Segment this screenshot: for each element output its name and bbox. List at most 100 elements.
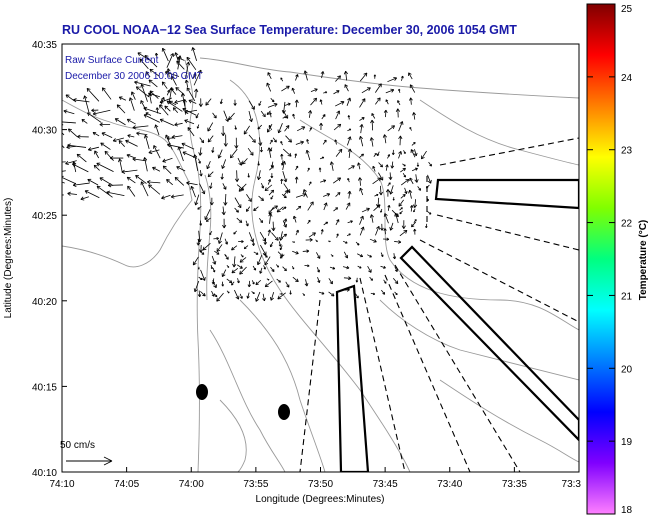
coastline-lower-bay xyxy=(184,59,202,472)
current-vector xyxy=(207,122,214,132)
current-vector xyxy=(84,190,100,199)
current-vector xyxy=(408,72,413,80)
current-vector xyxy=(303,70,308,81)
current-vector xyxy=(136,131,148,136)
current-vector xyxy=(294,153,298,159)
current-vector xyxy=(134,80,151,87)
current-vector xyxy=(186,87,196,102)
current-vector xyxy=(199,169,203,177)
current-vector xyxy=(428,161,432,167)
current-vector xyxy=(359,117,365,121)
current-vector xyxy=(355,293,359,299)
current-vector xyxy=(177,146,184,162)
current-vector xyxy=(174,99,185,104)
current-vector xyxy=(270,205,278,212)
current-vector xyxy=(198,158,201,164)
current-vector xyxy=(245,206,251,212)
current-vector xyxy=(425,223,428,229)
current-vector xyxy=(399,210,403,215)
x-axis-label: Longitude (Degrees:Minutes) xyxy=(256,494,385,505)
current-vector xyxy=(316,267,321,273)
current-vector xyxy=(239,266,247,275)
current-vector xyxy=(221,159,227,169)
current-vector xyxy=(86,88,100,102)
current-vector xyxy=(258,217,264,223)
current-vector xyxy=(260,110,266,118)
current-vector xyxy=(380,265,386,269)
current-vector xyxy=(330,254,334,257)
current-vector xyxy=(323,91,328,94)
current-vector xyxy=(154,52,159,59)
current-vector xyxy=(302,292,305,296)
current-vector xyxy=(315,239,318,243)
current-vector xyxy=(332,177,342,184)
current-vector xyxy=(281,193,287,199)
current-vector xyxy=(280,160,284,166)
current-vector xyxy=(359,124,364,134)
current-vector xyxy=(295,74,299,81)
current-vector xyxy=(370,119,375,131)
current-vector xyxy=(132,125,149,130)
current-vector xyxy=(137,52,151,61)
current-vector xyxy=(277,123,283,134)
current-vector xyxy=(323,202,328,211)
current-vector xyxy=(335,192,341,197)
current-vector xyxy=(385,189,390,197)
x-tick-label: 73:40 xyxy=(437,479,462,490)
current-vector xyxy=(92,131,100,137)
current-vector xyxy=(414,174,419,183)
current-vector xyxy=(211,255,217,265)
current-vector xyxy=(93,164,100,171)
current-vector xyxy=(380,252,384,258)
current-vector xyxy=(266,278,270,281)
current-vector xyxy=(217,149,223,159)
current-vector xyxy=(267,72,272,79)
current-vector xyxy=(333,207,339,212)
current-vector xyxy=(359,98,366,108)
current-vector xyxy=(96,185,113,198)
current-vector xyxy=(258,137,263,146)
current-vector xyxy=(255,279,262,286)
current-vector xyxy=(267,102,278,108)
current-vector xyxy=(109,155,124,161)
current-vector xyxy=(357,162,361,170)
current-vector xyxy=(67,191,78,196)
current-vector xyxy=(395,108,401,118)
current-vector xyxy=(234,137,239,149)
current-vector xyxy=(334,139,338,145)
current-vector xyxy=(166,179,173,186)
current-vector xyxy=(409,127,412,131)
current-vector xyxy=(176,166,186,172)
current-vector xyxy=(238,183,247,192)
current-vector xyxy=(375,225,380,236)
current-vector xyxy=(216,292,224,302)
current-vector xyxy=(177,56,185,61)
current-vector xyxy=(251,291,255,295)
current-vector xyxy=(387,76,398,83)
current-vector xyxy=(307,201,314,211)
current-vector xyxy=(347,115,351,120)
current-vector xyxy=(333,90,340,95)
current-vector xyxy=(359,153,364,158)
current-vector xyxy=(277,292,286,300)
current-vector xyxy=(248,100,255,110)
current-vector xyxy=(73,98,90,103)
current-vector xyxy=(234,197,242,209)
current-vector xyxy=(143,106,162,115)
current-vector xyxy=(344,84,349,92)
current-vector xyxy=(359,226,365,236)
current-vector xyxy=(195,113,199,119)
current-vector xyxy=(99,122,111,127)
current-vector xyxy=(279,292,283,295)
current-vector xyxy=(239,293,243,299)
current-vector xyxy=(245,220,249,227)
current-vector xyxy=(269,241,274,248)
current-vector xyxy=(112,137,124,143)
current-vector xyxy=(271,232,279,241)
current-vector xyxy=(319,99,323,105)
y-tick-label: 40:35 xyxy=(32,40,57,51)
current-vector xyxy=(264,280,273,288)
current-vector xyxy=(205,98,212,106)
current-vector xyxy=(291,87,295,94)
current-vector xyxy=(234,289,240,300)
